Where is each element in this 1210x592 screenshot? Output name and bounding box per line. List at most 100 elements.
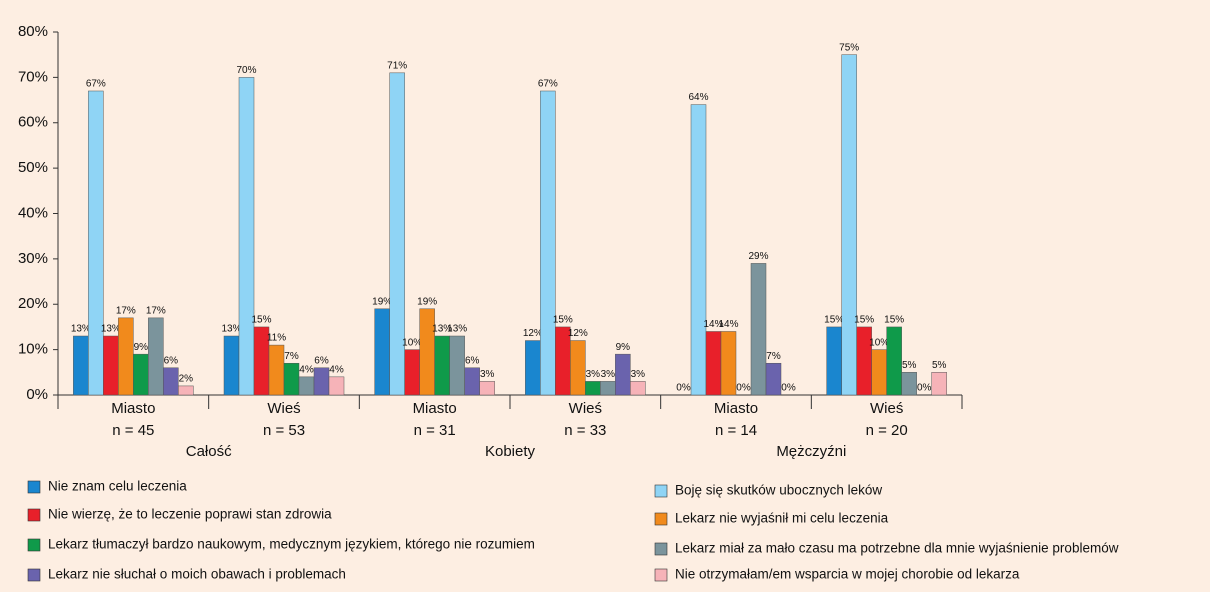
x-sublabel: n = 31 [414,422,456,439]
y-tick-label: 20% [18,295,48,312]
value-label: 15% [854,315,874,326]
value-label: 13% [432,324,452,335]
legend-swatch [27,480,41,494]
legend-label: Boję się skutków ubocznych leków [675,483,882,498]
bar [615,353,631,396]
bar [871,349,887,396]
bar [600,381,616,396]
value-label: 15% [884,315,904,326]
bar [133,353,149,396]
value-label: 15% [553,315,573,326]
value-label: 4% [329,364,344,375]
bar [163,367,179,396]
value-label: 13% [447,324,467,335]
legend-label: Lekarz tłumaczył bardzo naukowym, medycz… [48,537,535,552]
bar [931,372,947,396]
value-label: 67% [538,79,558,90]
bar [434,335,450,396]
bar [73,335,89,396]
bar [525,340,541,396]
bar [103,335,119,396]
value-label: 75% [839,42,859,53]
bar [328,376,345,396]
bar [449,335,465,396]
value-label: 14% [703,319,723,330]
x-tick-label: Miasto [413,400,457,417]
bar [765,362,782,396]
bar [148,317,164,396]
value-label: 0% [917,383,932,394]
value-label: 2% [179,374,194,385]
bar [826,326,842,396]
bar [223,335,240,396]
value-label: 64% [688,92,708,103]
x-tick-label: Wieś [569,400,602,417]
bar [630,381,646,396]
value-label: 14% [718,319,738,330]
value-label: 13% [101,324,121,335]
x-tick-label: Wieś [870,400,903,417]
y-tick-label: 50% [18,159,48,176]
legend-label: Nie znam celu leczenia [48,479,187,494]
legend-swatch [654,484,668,498]
legend-swatch [654,512,668,526]
value-label: 10% [402,337,422,348]
value-label: 6% [314,355,329,366]
value-label: 0% [781,383,796,394]
legend-swatch [27,568,41,582]
value-label: 12% [568,328,588,339]
x-sublabel: n = 53 [263,422,305,439]
bar [886,326,902,396]
bar [464,367,480,396]
y-tick-label: 0% [26,386,48,403]
legend-label: Nie wierzę, że to leczenie poprawi stan … [48,507,332,522]
legend-swatch [27,538,41,552]
bar [389,72,405,396]
value-label: 15% [824,315,844,326]
bar [298,376,315,396]
y-tick-label: 30% [18,250,48,267]
legend-label: Lekarz miał za mało czasu ma potrzebne d… [675,541,1119,556]
y-tick-label: 40% [18,204,48,221]
y-tick-label: 70% [18,68,48,85]
bar [585,381,601,396]
value-label: 29% [748,251,768,262]
value-label: 4% [299,364,314,375]
legend-label: Lekarz nie wyjaśnił mi celu leczenia [675,511,889,526]
value-label: 9% [616,342,631,353]
legend-swatch [654,568,668,582]
bar [419,308,435,396]
bar [118,317,134,396]
value-label: 5% [932,360,947,371]
legend-label: Lekarz nie słuchał o moich obawach i pro… [48,567,346,582]
x-tick-label: Miasto [714,400,758,417]
bar [901,372,917,396]
value-label: 17% [146,306,166,317]
legend-label: Nie otrzymałam/em wsparcia w mojej choro… [675,567,1020,582]
group-label: Mężczyźni [776,443,846,460]
bar [705,331,722,396]
value-label: 7% [766,351,781,362]
x-tick-label: Miasto [111,400,155,417]
value-label: 13% [71,324,91,335]
value-label: 13% [221,324,241,335]
value-label: 3% [480,369,495,380]
bar [313,367,330,396]
value-label: 19% [417,296,437,307]
legend-swatch [654,542,668,556]
bar [570,340,586,396]
y-tick-label: 10% [18,341,48,358]
bar [540,90,556,396]
bar [88,90,104,396]
x-sublabel: n = 33 [564,422,606,439]
y-tick-label: 80% [18,23,48,40]
bar [283,362,300,396]
value-label: 70% [236,65,256,76]
bar [374,308,390,396]
bar [690,104,707,396]
group-label: Całość [186,443,232,460]
x-sublabel: n = 14 [715,422,757,439]
value-label: 19% [372,296,392,307]
bar [841,54,857,396]
